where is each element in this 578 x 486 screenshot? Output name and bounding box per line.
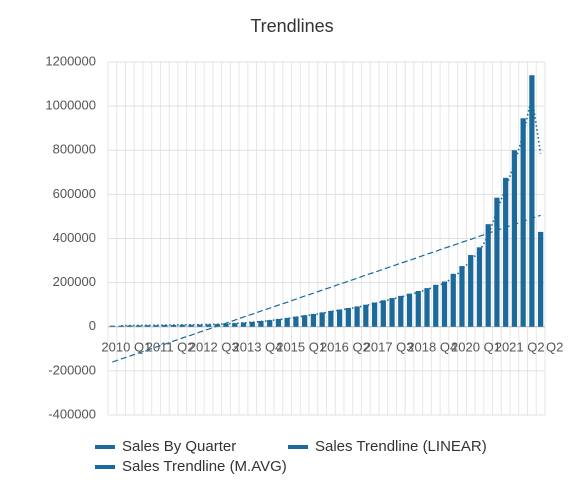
legend-label: Sales By Quarter xyxy=(122,438,236,455)
bar xyxy=(529,75,535,327)
bar xyxy=(398,295,404,327)
bar xyxy=(380,300,386,327)
x-tick-label: 2010 Q1 xyxy=(101,339,151,354)
x-tick-label: 2013 Q4 xyxy=(233,339,283,354)
bar xyxy=(538,231,544,327)
bar xyxy=(275,319,282,327)
x-tick-label: Q2 xyxy=(546,339,563,354)
bar xyxy=(109,325,115,327)
bar xyxy=(232,323,238,327)
bar xyxy=(144,325,150,327)
y-tick-label: -400000 xyxy=(48,406,96,421)
bar xyxy=(459,266,465,327)
bar xyxy=(415,291,421,327)
bar xyxy=(249,321,255,327)
bar xyxy=(406,293,413,327)
bar xyxy=(433,284,439,327)
y-tick-label: 0 xyxy=(89,318,96,333)
bar xyxy=(205,324,212,327)
bar xyxy=(476,247,483,327)
bar xyxy=(258,321,264,327)
bar xyxy=(302,315,308,327)
x-tick-label: 2011 Q2 xyxy=(146,339,195,354)
bar xyxy=(503,177,509,327)
bar xyxy=(179,324,185,327)
bar xyxy=(170,324,177,327)
x-tick-label: 2012 Q3 xyxy=(189,339,239,354)
bar xyxy=(153,325,159,327)
x-tick-label: 2020 Q1 xyxy=(451,339,501,354)
bar xyxy=(240,322,247,327)
bar xyxy=(371,302,378,327)
y-tick-label: 1200000 xyxy=(45,53,96,68)
bar xyxy=(319,312,325,327)
bar xyxy=(310,313,317,327)
bar xyxy=(293,316,299,327)
y-tick-label: 800000 xyxy=(53,142,96,157)
y-tick-label: 1000000 xyxy=(45,98,96,113)
bar xyxy=(485,224,491,327)
bar xyxy=(389,298,395,327)
bar xyxy=(345,307,351,327)
y-tick-label: 600000 xyxy=(53,186,96,201)
legend-label: Sales Trendline (M.AVG) xyxy=(122,458,287,475)
bar xyxy=(328,310,334,327)
bar xyxy=(511,150,518,327)
x-tick-label: 2017 Q3 xyxy=(364,339,414,354)
y-tick-label: 400000 xyxy=(53,230,96,245)
bar xyxy=(520,118,526,327)
x-tick-label: 2016 Q2 xyxy=(320,339,370,354)
bar xyxy=(494,197,500,327)
bar xyxy=(267,320,273,327)
bar xyxy=(450,273,456,327)
bar xyxy=(354,306,360,327)
chart-title: Trendlines xyxy=(250,16,333,36)
bar xyxy=(363,304,369,327)
bar xyxy=(424,288,430,327)
bar xyxy=(468,255,474,327)
bar xyxy=(118,325,124,327)
x-tick-label: 2021 Q2 xyxy=(495,339,545,354)
bar xyxy=(223,323,229,327)
x-tick-label: 2018 Q4 xyxy=(407,339,457,354)
legend-label: Sales Trendline (LINEAR) xyxy=(315,438,487,455)
bar xyxy=(336,309,343,327)
bar xyxy=(188,324,194,327)
bar xyxy=(162,324,168,327)
y-tick-label: 200000 xyxy=(53,274,96,289)
bar xyxy=(197,324,203,327)
y-tick-label: -200000 xyxy=(48,362,96,377)
trendline xyxy=(112,214,541,363)
bar xyxy=(214,324,220,327)
bar xyxy=(441,281,448,327)
x-tick-label: 2015 Q1 xyxy=(276,339,326,354)
bar xyxy=(284,317,290,327)
